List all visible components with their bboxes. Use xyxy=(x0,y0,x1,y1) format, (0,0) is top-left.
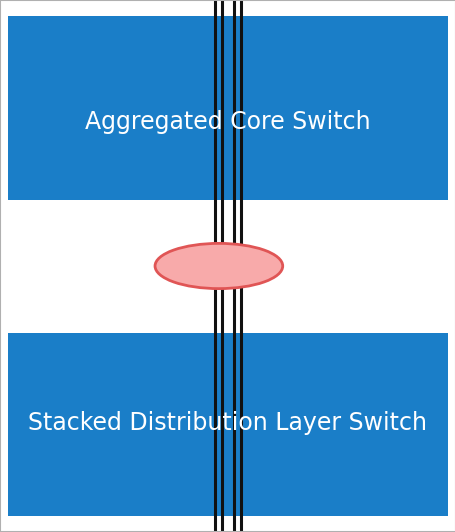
Text: Aggregated Core Switch: Aggregated Core Switch xyxy=(85,110,370,135)
FancyBboxPatch shape xyxy=(8,332,447,516)
FancyBboxPatch shape xyxy=(8,16,447,200)
Ellipse shape xyxy=(155,244,282,288)
Text: Stacked Distribution Layer Switch: Stacked Distribution Layer Switch xyxy=(28,411,427,435)
